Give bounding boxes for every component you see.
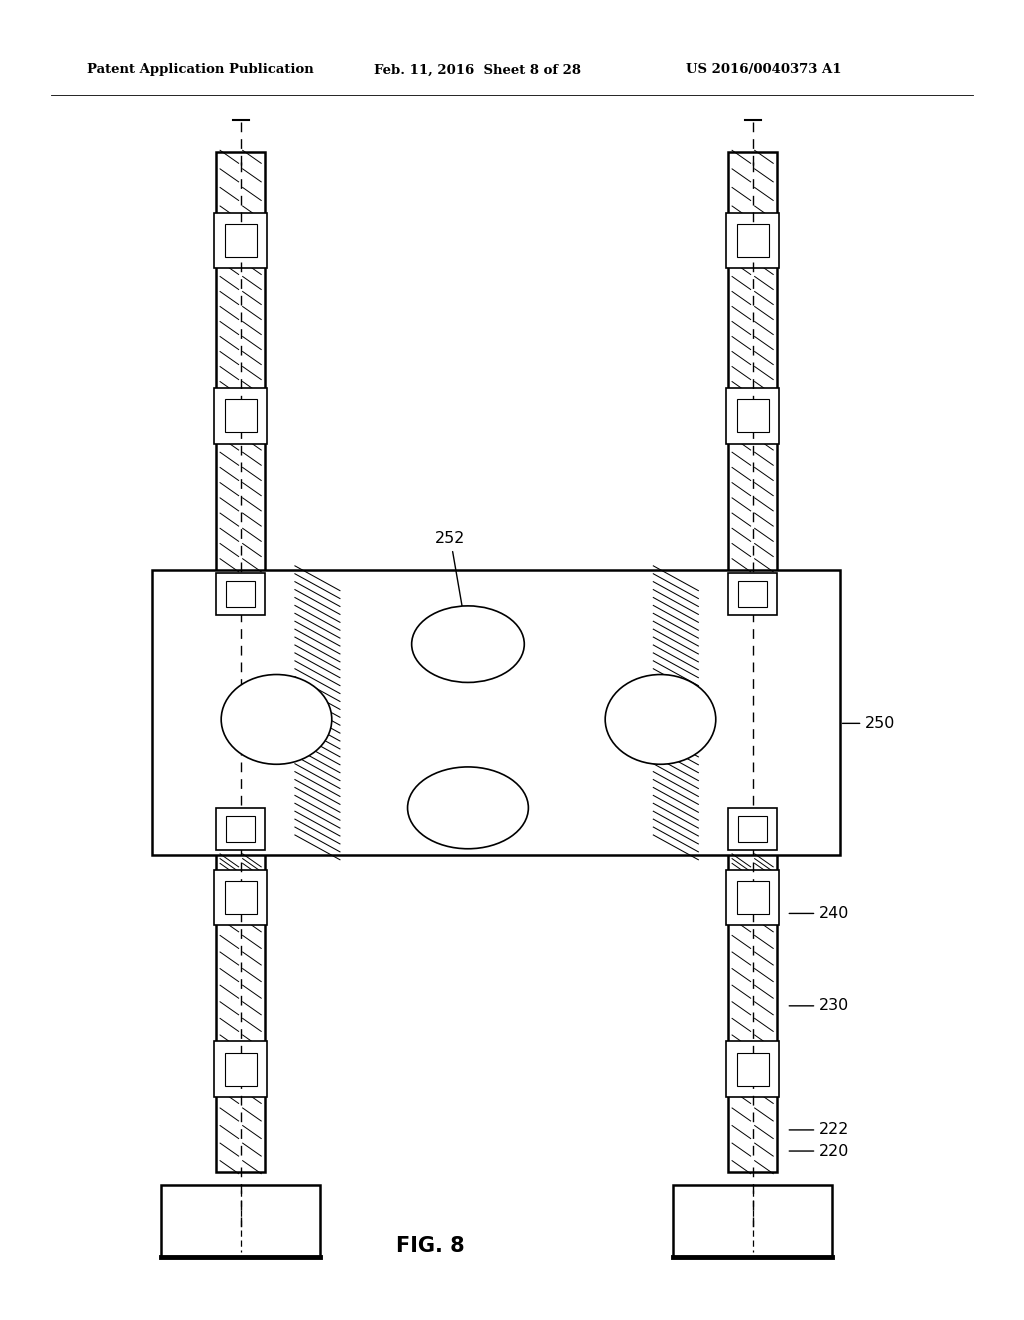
Text: Patent Application Publication: Patent Application Publication <box>87 63 313 77</box>
Bar <box>152 570 840 855</box>
Bar <box>726 213 779 268</box>
Bar <box>736 1052 769 1086</box>
Bar <box>224 1052 257 1086</box>
Bar <box>726 870 779 925</box>
Ellipse shape <box>605 675 716 764</box>
Bar <box>674 1185 831 1257</box>
Bar <box>736 880 769 915</box>
Text: Feb. 11, 2016  Sheet 8 of 28: Feb. 11, 2016 Sheet 8 of 28 <box>374 63 581 77</box>
Text: 222: 222 <box>790 1122 850 1138</box>
Ellipse shape <box>408 767 528 849</box>
Bar <box>726 1041 779 1097</box>
Bar <box>214 870 267 925</box>
Text: 252: 252 <box>435 531 468 638</box>
Bar <box>728 152 777 1172</box>
Bar <box>726 388 779 444</box>
Bar <box>224 880 257 915</box>
Text: US 2016/0040373 A1: US 2016/0040373 A1 <box>686 63 842 77</box>
Bar <box>214 213 267 268</box>
Ellipse shape <box>221 675 332 764</box>
Bar <box>214 388 267 444</box>
Text: 240: 240 <box>790 906 850 921</box>
Bar <box>161 1185 319 1257</box>
Bar <box>216 808 265 850</box>
Bar <box>216 573 265 615</box>
Bar <box>226 581 255 607</box>
Bar <box>224 399 257 433</box>
Text: 230: 230 <box>790 998 850 1014</box>
Ellipse shape <box>412 606 524 682</box>
Text: 250: 250 <box>843 715 896 731</box>
Bar <box>738 816 767 842</box>
Bar <box>736 223 769 257</box>
Bar <box>738 581 767 607</box>
Text: FIG. 8: FIG. 8 <box>395 1236 465 1255</box>
Bar <box>736 399 769 433</box>
Text: 220: 220 <box>790 1143 850 1159</box>
Bar <box>214 1041 267 1097</box>
Bar <box>728 573 777 615</box>
Bar <box>728 808 777 850</box>
Bar <box>224 223 257 257</box>
Bar <box>216 152 265 1172</box>
Bar <box>226 816 255 842</box>
